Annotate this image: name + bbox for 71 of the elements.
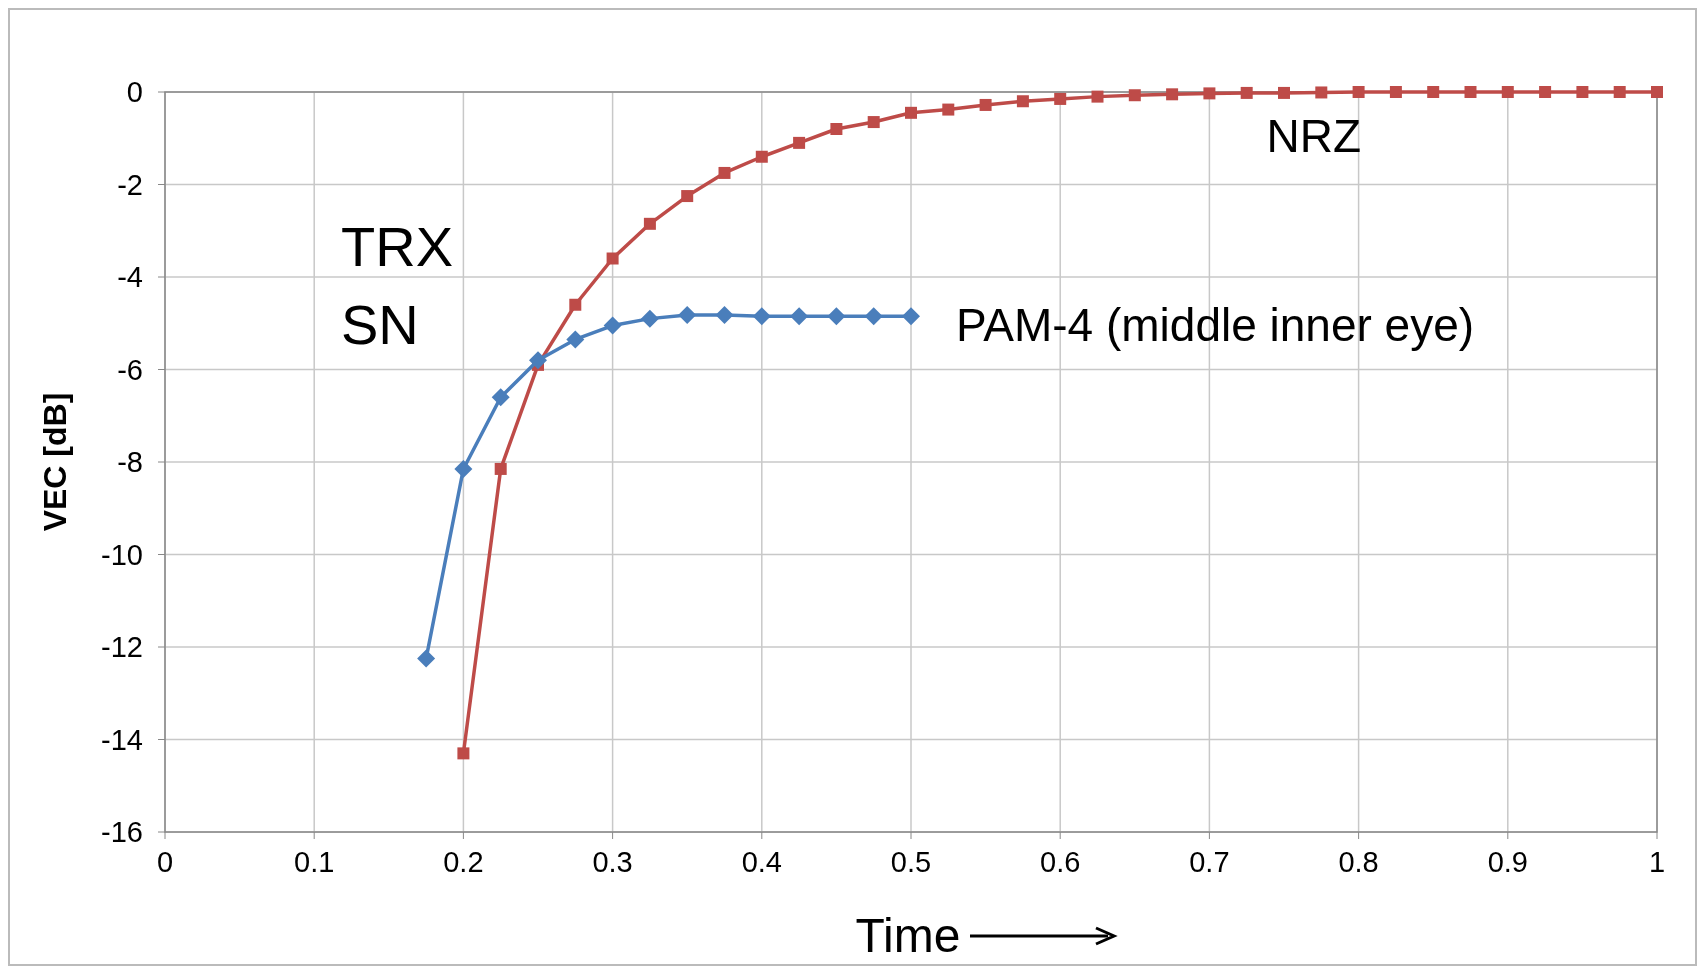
x-tick-label: 0.9: [1487, 846, 1528, 878]
point: [491, 388, 510, 407]
point: [905, 106, 917, 119]
x-tick-label: 0.2: [443, 846, 484, 878]
y-tick-label: -14: [101, 723, 143, 756]
y-tick-label: -10: [101, 538, 143, 571]
point: [1389, 86, 1402, 98]
point: [793, 136, 806, 149]
point: [566, 330, 585, 349]
point: [529, 351, 547, 370]
point: [1240, 86, 1253, 99]
point: [454, 459, 473, 478]
point: [755, 150, 768, 163]
x-tick-label: 1: [1648, 846, 1666, 878]
point: [640, 309, 659, 328]
point: [643, 217, 656, 230]
point: [1091, 90, 1104, 103]
point: [1203, 87, 1216, 100]
y-tick-label: 0: [126, 76, 143, 108]
point: [864, 307, 883, 326]
point: [830, 123, 843, 135]
x-tick-label: 0.3: [592, 846, 633, 878]
point: [867, 116, 880, 129]
y-tick-label: -16: [101, 816, 143, 848]
point: [1613, 86, 1626, 98]
point: [1016, 95, 1029, 108]
x-tick-label: 0.6: [1040, 846, 1081, 878]
point: [603, 316, 622, 335]
point: [718, 166, 731, 179]
point: [417, 649, 436, 668]
x-tick-label: 0: [156, 846, 174, 878]
y-tick-label: -12: [101, 631, 143, 663]
x-tick-label: 0.1: [294, 846, 335, 878]
y-axis-title: VEC [dB]: [37, 392, 73, 532]
point: [1352, 86, 1365, 98]
point: [1539, 86, 1552, 98]
point: [1427, 86, 1440, 98]
y-tick-label: -6: [117, 353, 143, 386]
point: [752, 307, 771, 326]
point: [1464, 86, 1477, 98]
point: [457, 747, 470, 760]
x-tick-label: 0.7: [1189, 846, 1230, 878]
series-label: NRZ: [1266, 110, 1362, 163]
x-tick-label: 0.5: [890, 846, 932, 878]
point: [1278, 86, 1290, 99]
point: [606, 252, 619, 265]
point: [494, 462, 507, 475]
point: [678, 305, 697, 324]
point: [979, 98, 992, 111]
x-axis-title: Time: [855, 909, 961, 962]
point: [1128, 89, 1141, 102]
point: [1501, 86, 1514, 98]
point: [715, 305, 734, 324]
x-tick-label: 0.8: [1338, 846, 1379, 878]
y-tick-label: -2: [117, 168, 143, 201]
point: [1651, 86, 1663, 98]
point: [902, 307, 920, 326]
point: [1576, 86, 1589, 98]
series-label: PAM-4 (middle inner eye): [956, 299, 1475, 352]
point: [1166, 88, 1179, 101]
point: [569, 298, 582, 311]
annotation: TRX SN: [341, 215, 453, 356]
point: [1315, 86, 1328, 99]
point: [942, 103, 955, 116]
point: [827, 307, 846, 326]
point: [790, 307, 809, 326]
point: [1054, 92, 1067, 105]
x-tick-label: 0.4: [741, 846, 782, 878]
y-tick-label: -8: [117, 446, 143, 478]
y-tick-label: -4: [117, 261, 143, 293]
point: [681, 190, 694, 203]
